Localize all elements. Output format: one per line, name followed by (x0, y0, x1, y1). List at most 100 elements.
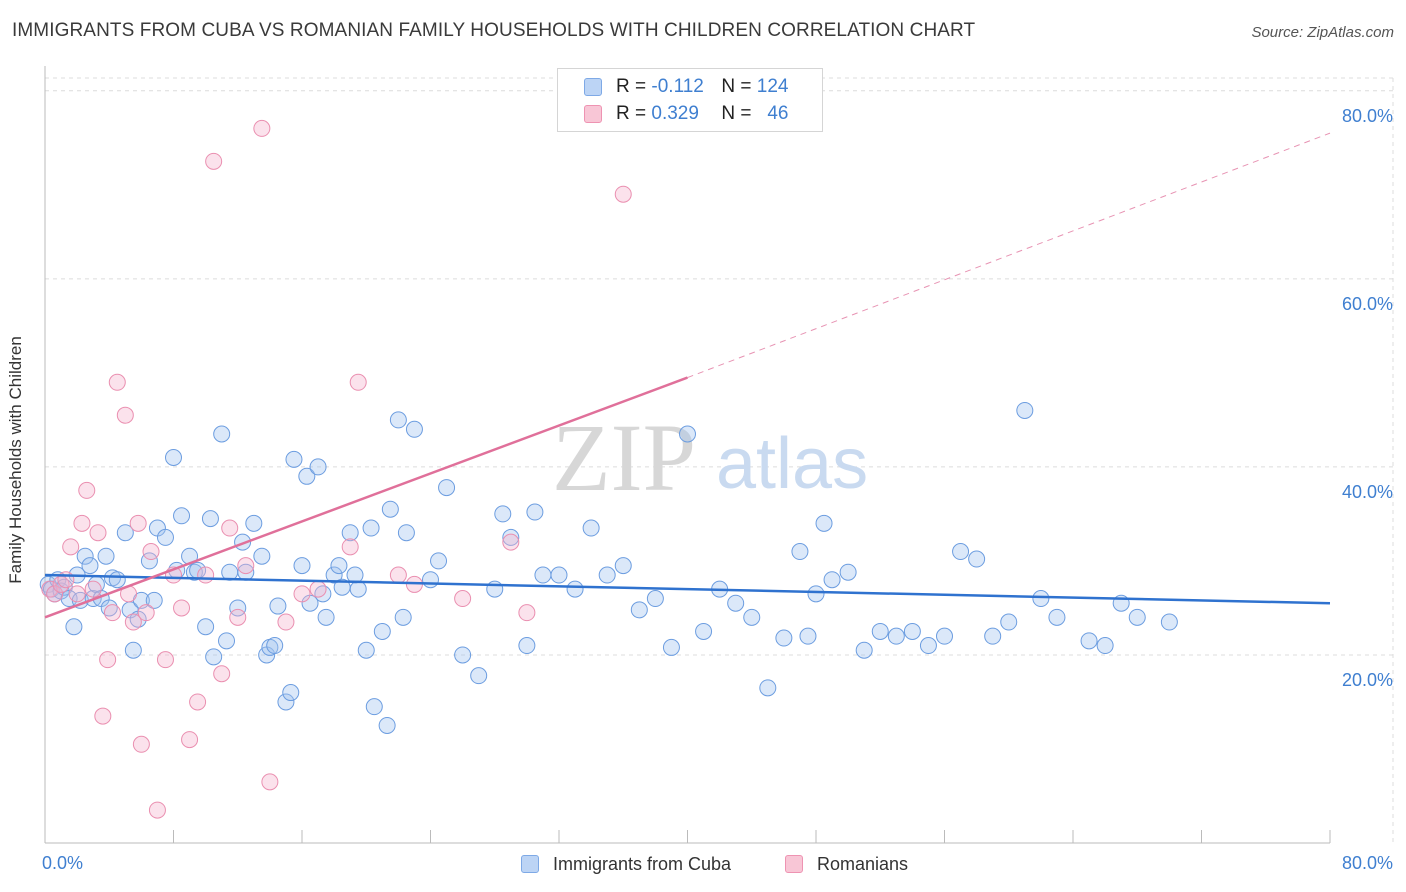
romanian-point (341, 538, 359, 556)
cuba-point (815, 514, 833, 532)
cuba-point (823, 571, 841, 589)
cuba-point (727, 594, 745, 612)
cuba-point (1032, 590, 1050, 608)
romanians-legend-label: Romanians (817, 853, 909, 874)
cuba-point (165, 449, 182, 466)
cuba-point (108, 571, 126, 589)
cuba-point (679, 425, 696, 443)
cuba-point (502, 528, 520, 546)
romanian-point (78, 481, 96, 499)
correlation-legend: R = -0.112 N = 124 R = 0.329 N = 46 (557, 68, 823, 132)
cuba-point (116, 524, 134, 542)
cuba-point (438, 479, 456, 497)
cuba-point (695, 622, 713, 640)
romanian-point (137, 604, 155, 622)
cuba-point (253, 547, 271, 565)
cuba-point (582, 519, 600, 537)
cuba-point (1016, 401, 1034, 419)
romanian-point (68, 585, 86, 603)
cuba-point (201, 510, 219, 528)
cuba-point (65, 618, 83, 636)
cuba-point (330, 557, 348, 575)
cuba-point (887, 627, 905, 645)
cuba-point (218, 632, 236, 650)
romanian-point (148, 801, 166, 819)
legend-row-cuba: R = -0.112 N = 124 (584, 74, 788, 100)
romanian-point (293, 585, 311, 603)
cuba-point (156, 528, 174, 546)
cuba-point (871, 622, 889, 640)
y-tick-label: 40.0% (1342, 482, 1393, 502)
n-label: N = (721, 76, 752, 97)
cuba-point (422, 571, 439, 589)
cuba-point (269, 597, 287, 615)
cuba-point (389, 411, 407, 429)
romanian-point (41, 580, 59, 598)
romanian-point (84, 580, 102, 598)
cuba-point (317, 608, 335, 626)
romanian-point (116, 406, 134, 424)
cuba-swatch (521, 855, 539, 873)
romanian-point (129, 514, 147, 532)
cuba-legend-label: Immigrants from Cuba (553, 853, 732, 874)
cuba-point (314, 585, 332, 603)
romanian-point (94, 707, 112, 725)
cuba-point (76, 547, 94, 565)
romanian-point (73, 514, 91, 532)
cuba-point (197, 618, 215, 636)
cuba-point (394, 608, 412, 626)
cuba-point (124, 641, 142, 659)
romanian-point (389, 566, 407, 584)
romanians-swatch (785, 855, 803, 873)
cuba-point (598, 566, 616, 584)
romanian-point (309, 580, 327, 598)
y-tick-label: 20.0% (1342, 670, 1393, 690)
cuba-n-value: 124 (756, 76, 789, 97)
romanian-point (142, 543, 160, 561)
cuba-point (97, 547, 115, 565)
cuba-point (362, 519, 380, 537)
cuba-point (81, 557, 99, 575)
legend-row-romanians: R = 0.329 N = 46 (584, 101, 788, 127)
cuba-point (470, 667, 488, 685)
cuba-point (266, 637, 284, 655)
n-label: N = (721, 103, 752, 124)
cuba-point (1000, 613, 1018, 631)
romanian-point (132, 735, 150, 753)
romanian-points (41, 119, 632, 819)
cuba-point (968, 550, 986, 568)
romanian-point (99, 651, 117, 669)
cuba-point (405, 420, 423, 438)
romanian-point (221, 519, 239, 537)
cuba-point (378, 716, 396, 734)
romanians-r-value: 0.329 (651, 103, 699, 124)
cuba-swatch (584, 78, 602, 96)
watermark-atlas: atlas (716, 424, 868, 504)
cuba-point (205, 648, 223, 666)
cuba-point (185, 563, 203, 581)
cuba-point (839, 563, 857, 581)
cuba-point (775, 629, 793, 647)
cuba-point (100, 599, 118, 617)
romanian-point (103, 604, 121, 622)
cuba-point (855, 641, 873, 659)
cuba-point (614, 557, 632, 575)
romanian-point (197, 566, 215, 584)
romanian-point (181, 731, 199, 749)
cuba-point (145, 591, 163, 609)
cuba-point (1160, 613, 1178, 631)
cuba-point (309, 458, 327, 476)
romanian-point (518, 604, 536, 622)
romanian-point (261, 773, 279, 791)
cuba-point (807, 585, 825, 603)
axes (44, 66, 1331, 844)
romanian-point (213, 665, 231, 683)
x-tick-label-min: 0.0% (42, 853, 83, 873)
cuba-trend-line (44, 573, 1331, 605)
romanian-point (189, 693, 207, 711)
cuba-point (534, 566, 552, 584)
r-label: R = (616, 76, 647, 97)
cuba-point (936, 627, 953, 645)
source-label: Source: ZipAtlas.com (1251, 24, 1394, 41)
